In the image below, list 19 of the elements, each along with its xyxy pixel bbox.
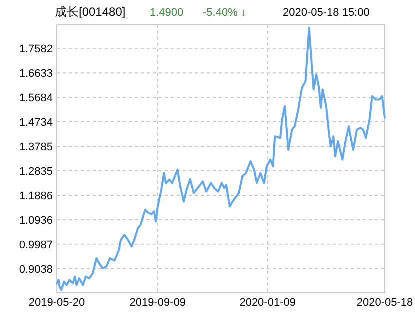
line-series [56,26,386,292]
y-tick-label: 1.1886 [19,190,53,202]
x-tick-label: 2019-05-20 [28,297,86,309]
text: 2020-05-18 15:00 [283,7,370,19]
y-tick-label: 1.2835 [19,166,53,178]
y-tick-label: 0.9987 [19,239,53,252]
y-tick-label: 1.0936 [19,214,53,227]
x-tick-label: 2019-09-09 [130,297,186,309]
chart-title: 成长[001480] [55,5,126,19]
x-tick-label: 2020-05-18 [356,297,414,309]
text: -5.40% ↓ [203,7,246,19]
y-tick-label: 1.3785 [19,142,53,154]
y-tick-label: 1.6633 [19,68,53,80]
x-tick-label: 2020-01-09 [240,297,296,309]
y-tick-label: 0.9038 [19,264,53,276]
y-tick-label: 1.5684 [19,92,53,105]
y-tick-label: 1.7582 [19,44,53,56]
y-tick-label: 1.4734 [19,117,53,130]
text: 1.4900 [150,7,184,19]
